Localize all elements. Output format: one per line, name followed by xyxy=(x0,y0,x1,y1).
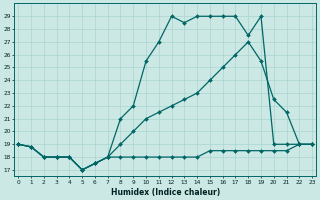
X-axis label: Humidex (Indice chaleur): Humidex (Indice chaleur) xyxy=(111,188,220,197)
